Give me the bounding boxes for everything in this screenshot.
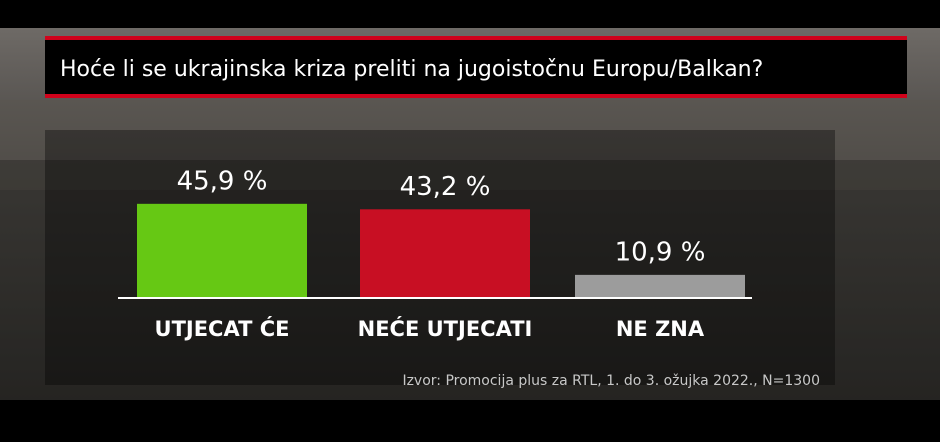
- bar: [360, 209, 530, 297]
- value-label: 45,9 %: [177, 166, 268, 196]
- chart-title: Hoće li se ukrajinska kriza preliti na j…: [60, 57, 763, 82]
- title-box: [45, 36, 907, 98]
- title-rule-top: [45, 36, 907, 40]
- category-label: NEĆE UTJECATI: [358, 316, 533, 341]
- category-label: NE ZNA: [616, 317, 705, 341]
- bar: [575, 274, 745, 297]
- category-label: UTJECAT ĆE: [155, 316, 290, 341]
- title-rule-bottom: [45, 94, 907, 98]
- value-label: 10,9 %: [615, 237, 706, 267]
- building: [0, 100, 940, 190]
- source-note: Izvor: Promocija plus za RTL, 1. do 3. o…: [402, 373, 820, 389]
- value-label: 43,2 %: [400, 172, 491, 202]
- bar: [137, 203, 307, 297]
